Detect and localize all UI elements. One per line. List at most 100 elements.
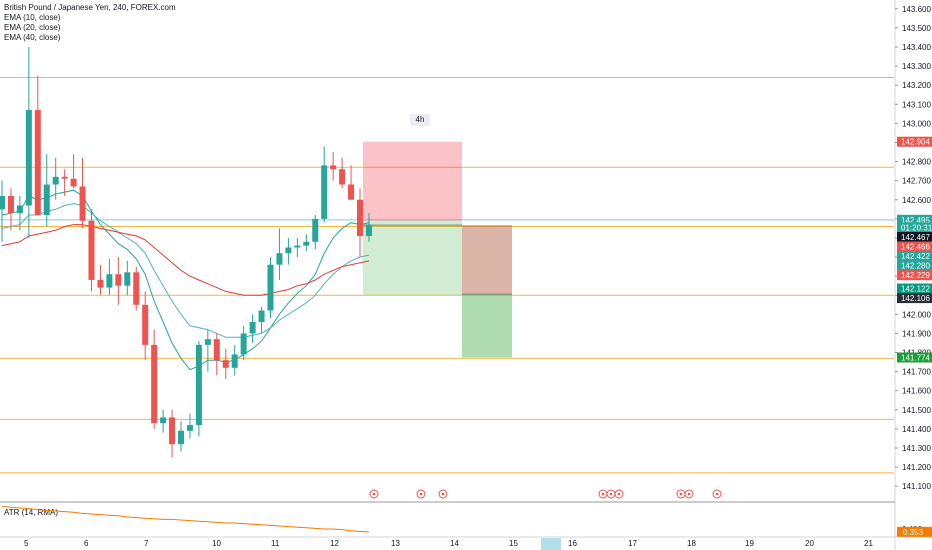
- price-tag-label: 142.495: [901, 216, 930, 225]
- price-tick-label: 142.800: [902, 158, 931, 167]
- price-tick-label: 142.700: [902, 177, 931, 186]
- price-tick-label: 141.400: [902, 425, 931, 434]
- ema40-line: [1, 224, 370, 296]
- timeframe-badge: 4h: [410, 114, 430, 126]
- horizontal-levels[interactable]: [0, 77, 894, 474]
- time-tick-label: 17: [628, 539, 637, 548]
- time-tick-label: 11: [271, 539, 280, 548]
- legend-ema10[interactable]: EMA (10, close): [4, 13, 61, 22]
- price-tag-label: 142.122: [901, 285, 930, 294]
- candle: [160, 409, 167, 433]
- stop-zone-secondary[interactable]: [462, 225, 512, 295]
- time-tick-label: 16: [568, 539, 577, 548]
- candle: [169, 409, 176, 458]
- candle: [97, 264, 104, 296]
- target-zone[interactable]: [462, 225, 512, 358]
- candle: [70, 153, 77, 189]
- event-markers[interactable]: [369, 489, 722, 499]
- candle-body: [258, 310, 265, 322]
- legend-title: British Pound / Japanese Yen, 240, FOREX…: [4, 3, 176, 12]
- candle: [25, 47, 32, 238]
- price-tick-label: 142.600: [902, 196, 931, 205]
- position-boxes[interactable]: [363, 141, 512, 358]
- candle: [88, 209, 95, 292]
- candle-body: [124, 272, 131, 286]
- price-tick-label: 141.900: [902, 329, 931, 338]
- candle-body: [321, 165, 328, 219]
- candle-body: [70, 178, 77, 187]
- candle: [0, 180, 5, 242]
- candle: [231, 344, 238, 376]
- time-axis[interactable]: 5 6 7 10 11 12 13 14 15 16 17 18 19 20 21: [24, 538, 873, 550]
- candle-body: [249, 321, 256, 334]
- candle-body: [285, 247, 292, 254]
- candle-body: [231, 354, 238, 368]
- candle: [7, 188, 14, 231]
- candle: [204, 329, 211, 372]
- candle: [52, 157, 59, 200]
- candle-body: [348, 184, 355, 200]
- candles: [0, 47, 372, 458]
- candle: [348, 165, 355, 200]
- price-tick-label: 141.500: [902, 406, 931, 415]
- stop-zone[interactable]: [363, 141, 462, 221]
- price-tick-label: 143.600: [902, 5, 931, 14]
- price-tag: 142.122: [897, 283, 932, 294]
- target-zone-secondary[interactable]: [462, 294, 512, 358]
- price-tag-bg: [897, 231, 932, 242]
- legend-ema20[interactable]: EMA (20, close): [4, 23, 61, 32]
- economic-event-dot: [617, 492, 621, 496]
- price-tag: 142.466: [897, 241, 932, 252]
- time-tick-label: 10: [212, 539, 221, 548]
- candle-body: [303, 241, 310, 246]
- stop-zone[interactable]: [462, 225, 512, 226]
- economic-event-dot: [441, 492, 445, 496]
- candle: [285, 237, 292, 265]
- price-tag-bg: [897, 283, 932, 294]
- ema-lines: [1, 189, 370, 371]
- price-tag-label: 141.774: [901, 353, 930, 362]
- time-tick-label: 14: [450, 539, 459, 548]
- legend-ema40[interactable]: EMA (40, close): [4, 33, 61, 42]
- price-tag: 142.904: [897, 136, 932, 147]
- price-tag-bg: [897, 136, 932, 147]
- price-tick-label: 141.100: [902, 482, 931, 491]
- economic-event-dot: [609, 492, 613, 496]
- price-tag-label: 142.422: [901, 252, 930, 261]
- time-tick-label: 12: [330, 539, 339, 548]
- candle-body: [133, 272, 140, 305]
- candle-body: [160, 417, 167, 424]
- candle-body: [312, 218, 319, 242]
- candle: [339, 157, 346, 189]
- atr-legend[interactable]: ATR (14, RMA): [4, 508, 59, 517]
- time-range-highlight[interactable]: [541, 538, 561, 550]
- price-tag-bg: [897, 222, 932, 233]
- candle-body: [186, 425, 193, 431]
- candle-body: [276, 253, 283, 265]
- price-tag: 141.774: [897, 352, 932, 363]
- candle: [330, 152, 337, 181]
- candle: [294, 237, 301, 258]
- candle-body: [213, 339, 220, 361]
- price-tick-label: 141.200: [902, 463, 931, 472]
- price-tick-label: 143.200: [902, 81, 931, 90]
- atr-tag-label: 0.353: [903, 528, 924, 537]
- candle: [142, 291, 149, 361]
- price-tick-label: 142.000: [902, 310, 931, 319]
- candle: [34, 75, 41, 216]
- candle-body: [16, 205, 23, 214]
- price-tick-label: 143.500: [902, 24, 931, 33]
- candle-body: [142, 304, 149, 345]
- price-tick-label: 143.100: [902, 100, 931, 109]
- price-tag-label: 142.466: [901, 243, 930, 252]
- target-zone[interactable]: [363, 220, 462, 296]
- candle: [249, 314, 256, 343]
- price-tag: 142.280: [897, 260, 932, 271]
- candle-body: [88, 220, 95, 280]
- price-tag-bg: [897, 293, 932, 304]
- candle-body: [339, 169, 346, 185]
- chart-legend: British Pound / Japanese Yen, 240, FOREX…: [4, 3, 176, 43]
- price-tick-label: 141.600: [902, 387, 931, 396]
